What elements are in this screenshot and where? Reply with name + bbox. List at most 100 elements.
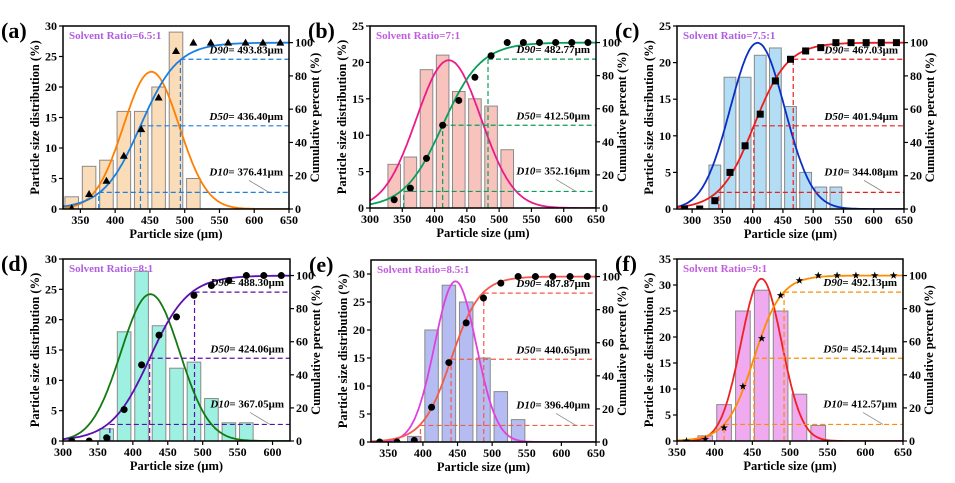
- x-tick-label: 350: [379, 446, 397, 460]
- cumulative-point: [68, 204, 75, 209]
- bar: [468, 98, 482, 208]
- y2-axis-label: Cumulative percent (%): [615, 286, 629, 416]
- bar: [753, 54, 767, 209]
- solvent-ratio-label: Solvent Ratio=7:1: [376, 30, 460, 42]
- y-tick-label: 10: [352, 128, 364, 142]
- x-tick-label: 300: [361, 212, 379, 226]
- y2-tick-label: 40: [602, 369, 614, 383]
- x-tick-label: 350: [71, 213, 89, 227]
- y2-tick-label: 60: [296, 335, 308, 349]
- cumulative-point: [393, 438, 401, 442]
- plot-frame: [370, 259, 597, 443]
- x-tick-label: 350: [89, 445, 107, 459]
- y-tick-label: 5: [358, 165, 364, 179]
- bar: [134, 270, 149, 441]
- y-tick-label: 20: [659, 330, 671, 344]
- plot-area: [677, 271, 903, 441]
- x-tick-label: 550: [834, 213, 852, 227]
- d50-value: = 412.50μm: [535, 110, 590, 122]
- x-tick-label: 650: [895, 213, 913, 227]
- d10-pointer: [249, 412, 271, 425]
- x-tick-label: 600: [856, 445, 874, 459]
- cumulative-point: [720, 423, 728, 431]
- y2-tick-label: 100: [909, 269, 927, 283]
- distribution-fit-curve: [677, 277, 903, 441]
- cumulative-point: [814, 271, 823, 279]
- cumulative-point: [862, 39, 870, 47]
- cumulative-point: [536, 39, 543, 47]
- bar: [151, 86, 166, 209]
- d10-symbol: D10: [209, 398, 229, 410]
- bar: [753, 289, 770, 441]
- d50-symbol: D50: [208, 111, 228, 123]
- cumulative-point: [376, 438, 384, 442]
- d10-label: D10= 396.40μm: [515, 399, 590, 411]
- panel-d: 300 350 400 450 500 550 6000510152025300204060…: [1, 251, 323, 473]
- cumulative-point: [795, 276, 804, 284]
- d90-symbol: D90: [208, 44, 228, 56]
- x-tick-label: 500: [483, 446, 501, 460]
- cumulative-point: [833, 271, 841, 279]
- cumulative-point: [889, 271, 898, 279]
- cumulative-point: [552, 39, 560, 47]
- cumulative-point: [277, 272, 285, 280]
- d10-pointer: [863, 180, 885, 193]
- y2-tick-label: 20: [296, 401, 308, 415]
- y-tick-label: 15: [659, 92, 671, 106]
- x-tick-label: 400: [744, 213, 762, 227]
- x-tick-label: 650: [894, 445, 912, 459]
- d90-label: D90= 467.03μm: [823, 44, 898, 56]
- cumulative-point: [832, 39, 840, 47]
- cumulative-point: [787, 55, 794, 63]
- x-axis-label: Particle size (μm): [744, 227, 837, 241]
- x-tick-label: 350: [713, 213, 731, 227]
- cumulative-point: [439, 121, 447, 129]
- d10-value: = 367.05μm: [229, 398, 284, 410]
- y-tick-label: 20: [45, 313, 57, 327]
- d10-symbol: D10: [822, 398, 842, 410]
- x-tick-label: 500: [804, 213, 822, 227]
- bar: [133, 110, 149, 209]
- cumulative-point: [870, 271, 879, 279]
- y-tick-label: 30: [353, 267, 365, 281]
- y2-tick-label: 80: [910, 69, 922, 83]
- cumulative-point: [531, 273, 539, 281]
- y-tick-label: 25: [352, 19, 364, 33]
- cumulative-point: [241, 38, 250, 46]
- x-tick-label: 500: [194, 445, 212, 459]
- y2-tick-label: 100: [602, 270, 620, 284]
- d10-symbol: D10: [208, 166, 228, 178]
- x-tick-label: 400: [706, 445, 724, 459]
- cumulative-fit-curve: [677, 274, 903, 441]
- y-tick-label: 5: [665, 408, 671, 422]
- y-tick-label: 10: [45, 373, 57, 387]
- y2-tick-label: 60: [909, 335, 921, 349]
- cumulative-point: [155, 331, 163, 339]
- solvent-ratio-label: Solvent Ratio=9:1: [683, 263, 767, 275]
- cumulative-point: [423, 154, 430, 162]
- cumulative-point: [568, 39, 576, 47]
- y-axis-label: Particle size distribution (%): [336, 274, 350, 429]
- solvent-ratio-label: Solvent Ratio=8.5:1: [377, 264, 469, 276]
- d90-label: D90= 492.13μm: [822, 277, 897, 289]
- plot-area: [677, 39, 904, 209]
- d50-label: D50= 436.40μm: [208, 111, 283, 123]
- y2-axis-label: Cumulative percent (%): [309, 285, 323, 415]
- cumulative-point: [68, 437, 76, 441]
- y-tick-label: 20: [659, 56, 671, 70]
- cumulative-point: [681, 205, 689, 209]
- cumulative-point: [877, 39, 885, 47]
- d90-symbol: D90: [515, 278, 535, 290]
- bar: [99, 159, 114, 209]
- panel-label: (d): [1, 251, 28, 276]
- y-tick-label: 15: [45, 343, 57, 357]
- y2-tick-label: 20: [909, 401, 921, 415]
- cumulative-point: [549, 273, 557, 281]
- cumulative-point: [206, 38, 215, 46]
- d50-symbol: D50: [515, 344, 535, 356]
- y2-tick-label: 20: [910, 169, 922, 183]
- x-tick-label: 350: [393, 212, 411, 226]
- cumulative-point: [85, 437, 93, 441]
- x-tick-label: 500: [781, 445, 799, 459]
